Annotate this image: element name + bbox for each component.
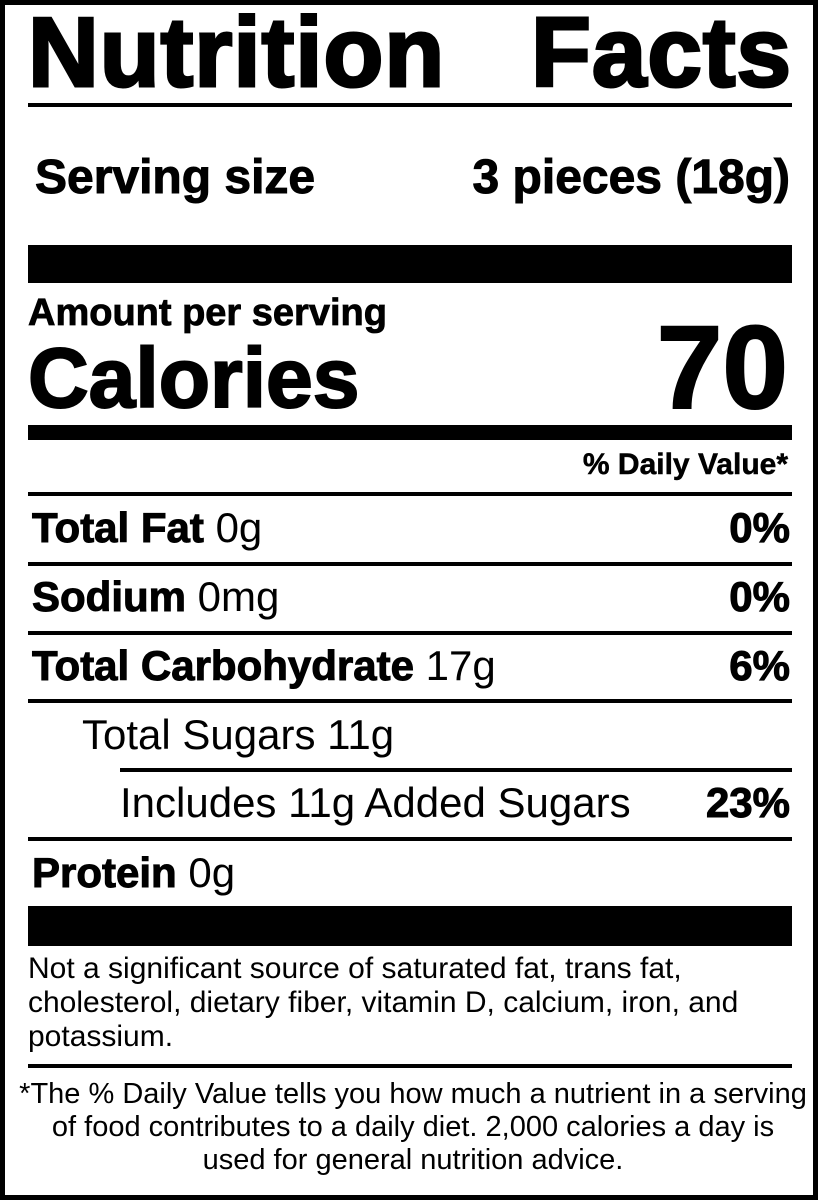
nutrient-dv: 0% (729, 573, 791, 621)
nutrient-row-added-sugars: Includes 11g Added Sugars 23% (120, 773, 791, 833)
footnote-daily-value: *The % Daily Value tells you how much a … (19, 1078, 807, 1176)
divider (28, 631, 792, 635)
thick-divider (28, 245, 792, 283)
medium-divider (28, 425, 792, 440)
nutrient-name: Total Fat (32, 504, 205, 552)
nutrient-name: Protein (32, 849, 178, 897)
serving-size-value: 3 pieces (18g) (472, 151, 790, 205)
label-title: Nutrition Facts (26, 0, 792, 108)
divider (28, 699, 792, 703)
calories-label: Calories (27, 330, 360, 426)
serving-size-label: Serving size (34, 151, 316, 205)
nutrient-row-total-fat: Total Fat 0g 0% (32, 498, 791, 558)
nutrient-row-sodium: Sodium 0mg 0% (32, 567, 791, 627)
nutrient-name: Total Carbohydrate (32, 642, 415, 690)
divider (28, 1064, 792, 1068)
nutrient-dv: 0% (729, 504, 791, 552)
divider (28, 837, 792, 841)
nutrient-name: Sodium (32, 573, 187, 621)
serving-size: Serving size 3 pieces (18g) (34, 150, 790, 205)
nutrient-name: Includes 11g Added Sugars (120, 779, 631, 826)
divider (120, 768, 792, 772)
thick-divider (28, 906, 792, 946)
amount-per-serving: Amount per serving (28, 292, 388, 335)
divider (28, 492, 792, 496)
nutrient-amount: 0g (188, 849, 236, 896)
divider (28, 562, 792, 566)
calories-value: 70 (656, 301, 789, 435)
nutrient-name: Total Sugars 11g (82, 711, 395, 758)
nutrient-row-total-carbohydrate: Total Carbohydrate 17g 6% (32, 636, 791, 696)
nutrient-amount: 0g (215, 504, 263, 551)
nutrient-amount: 17g (425, 642, 496, 689)
nutrient-amount: 0mg (197, 573, 280, 620)
nutrient-row-total-sugars: Total Sugars 11g (82, 705, 790, 765)
divider (28, 103, 792, 107)
title-word-2: Facts (529, 0, 792, 108)
daily-value-header: % Daily Value* (582, 448, 789, 482)
title-word-1: Nutrition (26, 0, 446, 108)
nutrient-dv: 23% (705, 779, 790, 827)
nutrient-row-protein: Protein 0g (32, 843, 790, 903)
nutrient-dv: 6% (729, 642, 791, 690)
footnote-not-significant: Not a significant source of saturated fa… (28, 952, 739, 1053)
